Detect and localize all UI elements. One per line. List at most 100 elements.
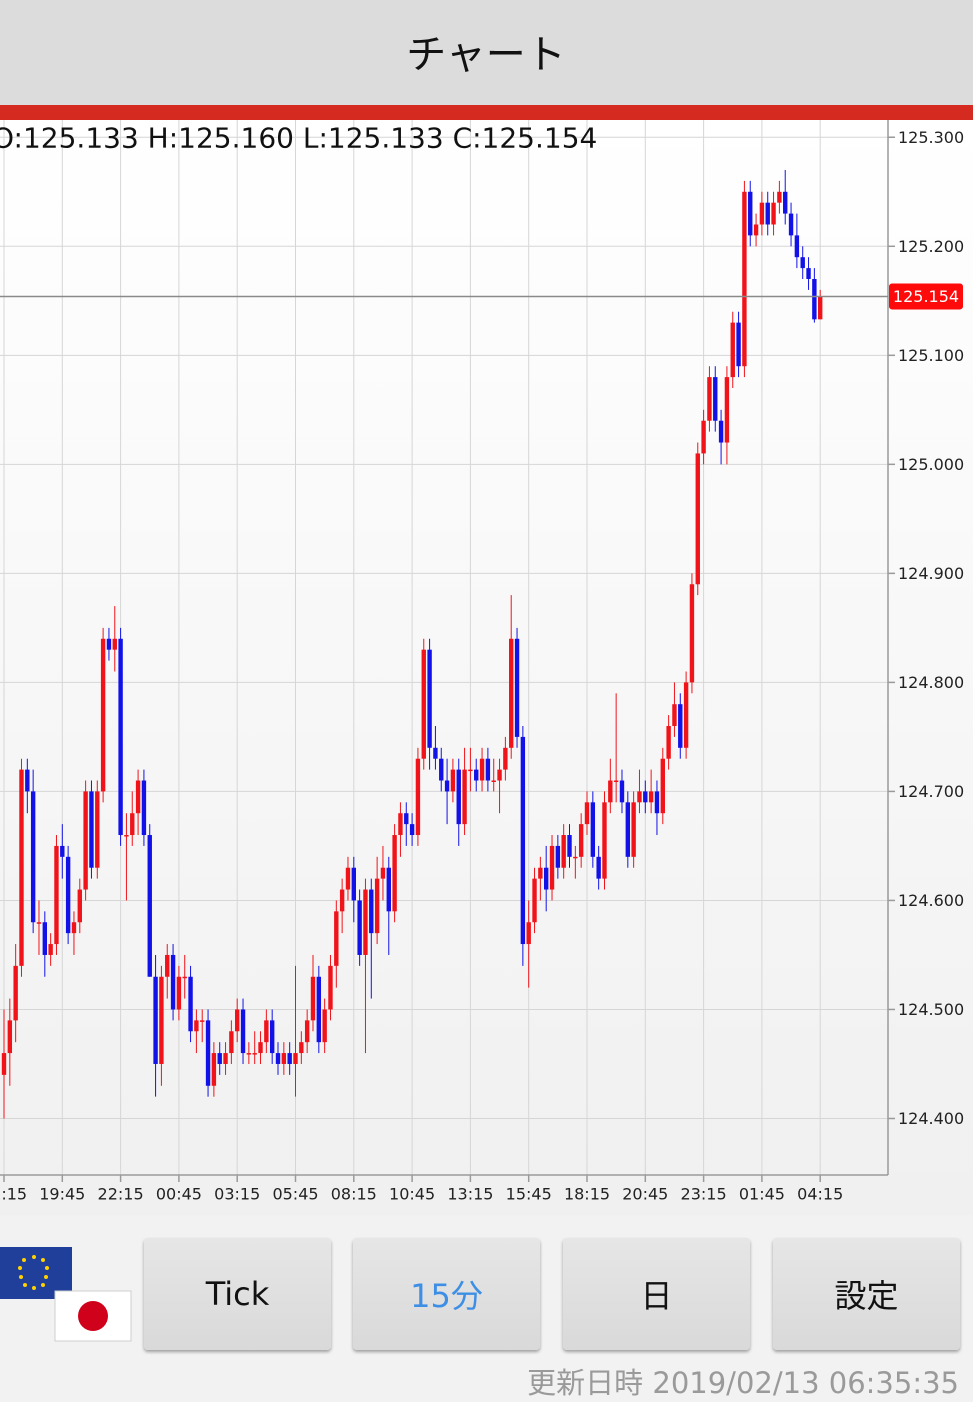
- candle-body: [77, 889, 82, 923]
- candle-body: [555, 845, 561, 868]
- candle-body: [200, 1020, 205, 1022]
- candle-body: [89, 791, 94, 868]
- y-tick-label: 124.500: [898, 1000, 964, 1019]
- candle-body: [625, 802, 631, 857]
- x-tick-label: 15:45: [506, 1185, 552, 1204]
- settings-button[interactable]: 設定: [773, 1238, 960, 1350]
- candle-body: [147, 835, 152, 977]
- candle-body: [345, 867, 351, 890]
- candle-body: [7, 1020, 13, 1054]
- x-tick-label: 04:15: [797, 1185, 843, 1204]
- updated-time: 更新日時 2019/02/13 06:35:35: [527, 1366, 959, 1400]
- candle-body: [316, 976, 322, 1043]
- candle-body: [380, 867, 386, 879]
- y-tick-label: 125.000: [898, 455, 964, 474]
- candle-body: [474, 769, 479, 781]
- candle-body: [753, 224, 759, 236]
- candle-body: [310, 976, 316, 1021]
- candle-body: [293, 1053, 298, 1064]
- x-tick-label: 05:45: [272, 1185, 318, 1204]
- x-tick-label: 08:15: [331, 1185, 377, 1204]
- currency-pair[interactable]: [0, 1245, 135, 1345]
- candle-body: [526, 922, 531, 945]
- eu-flag: [0, 1247, 72, 1299]
- x-tick-label: 17:15: [0, 1185, 27, 1204]
- candle-body: [695, 453, 700, 585]
- interval-button[interactable]: 15分: [353, 1238, 540, 1350]
- candle-body: [742, 191, 747, 367]
- chart: チャート O:125.133 H:125.160 L:125.133 C:125…: [0, 0, 973, 1215]
- candle-body: [794, 235, 800, 258]
- candle-body: [60, 845, 65, 857]
- candle-body: [404, 813, 409, 825]
- candle-body: [800, 257, 805, 269]
- y-tick-label: 125.300: [898, 128, 964, 147]
- candle-body: [217, 1053, 222, 1064]
- candle-body: [182, 976, 187, 979]
- candle-body: [205, 1020, 211, 1086]
- candle-body: [112, 638, 117, 650]
- candle-body: [812, 278, 817, 320]
- candle-body: [783, 191, 788, 214]
- candle-body: [48, 944, 53, 955]
- x-tick-label: 20:45: [622, 1185, 668, 1204]
- candle-body: [30, 791, 36, 923]
- jp-flag-sun: [78, 1301, 108, 1331]
- candle-body: [369, 889, 374, 934]
- candle-body: [95, 791, 100, 868]
- candle-body: [578, 824, 584, 857]
- candle-body: [36, 922, 42, 924]
- candle-body: [549, 845, 555, 890]
- x-tick-label: 13:15: [447, 1185, 493, 1204]
- candle-body: [730, 322, 735, 378]
- candle-body: [322, 1009, 327, 1043]
- candle-body: [118, 638, 123, 836]
- candle-body: [765, 202, 770, 225]
- candle-body: [287, 1053, 292, 1064]
- y-tick-label: 125.200: [898, 237, 964, 256]
- candle-body: [619, 780, 625, 803]
- x-tick-label: 19:45: [39, 1185, 85, 1204]
- candle-body: [363, 889, 368, 955]
- candle-body: [660, 758, 665, 814]
- candle-body: [398, 813, 403, 836]
- candle-body: [584, 802, 590, 825]
- candle-body: [19, 769, 24, 966]
- candle-body: [631, 802, 636, 857]
- current-price-tag: [889, 283, 963, 310]
- candle-body: [654, 791, 660, 814]
- candle-body: [176, 976, 182, 1010]
- candle-body: [328, 965, 333, 1010]
- candle-body: [223, 1053, 228, 1064]
- candle-body: [666, 725, 671, 759]
- candle-body: [357, 900, 362, 955]
- candle-body: [246, 1053, 252, 1055]
- candle-body: [153, 976, 158, 1064]
- candle-body: [13, 965, 18, 1021]
- candle-body: [532, 878, 537, 923]
- candle-body: [264, 1020, 269, 1043]
- candle-body: [124, 835, 129, 837]
- x-tick-label: 01:45: [739, 1185, 785, 1204]
- candle-body: [258, 1042, 263, 1054]
- tick-button[interactable]: Tick: [144, 1238, 331, 1350]
- candle-body: [759, 202, 765, 225]
- ohlc-header: O:125.133 H:125.160 L:125.133 C:125.154: [0, 122, 597, 155]
- candle-body: [386, 867, 391, 912]
- app-bar: [0, 0, 973, 105]
- x-tick-label: 23:15: [681, 1185, 727, 1204]
- candle-body: [427, 649, 432, 748]
- candle-body: [514, 638, 520, 737]
- candle-body: [468, 769, 473, 772]
- candle-body: [777, 191, 782, 203]
- candle-body: [736, 322, 741, 367]
- candle-body: [275, 1053, 281, 1064]
- candle-body: [106, 638, 112, 650]
- candle-body: [211, 1053, 217, 1086]
- candle-body: [596, 856, 601, 879]
- x-tick-label: 03:15: [214, 1185, 260, 1204]
- candle-body: [701, 420, 706, 454]
- candle-body: [543, 867, 549, 890]
- day-button[interactable]: 日: [563, 1238, 750, 1350]
- candle-body: [421, 649, 426, 759]
